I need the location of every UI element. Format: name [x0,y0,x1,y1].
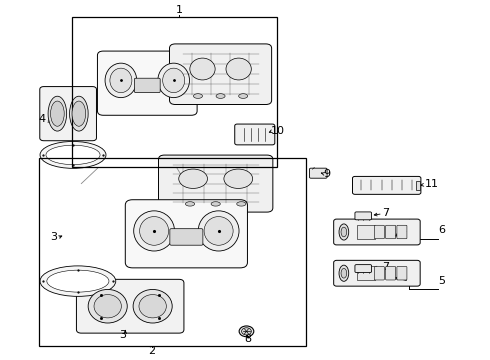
Bar [357,266,374,280]
Ellipse shape [239,94,247,98]
FancyBboxPatch shape [355,212,371,220]
FancyBboxPatch shape [125,200,247,268]
Ellipse shape [48,96,67,131]
Ellipse shape [163,68,185,93]
FancyBboxPatch shape [397,225,407,239]
Ellipse shape [190,58,215,80]
Ellipse shape [226,58,251,80]
FancyBboxPatch shape [386,266,395,280]
Ellipse shape [204,217,233,245]
Ellipse shape [198,211,239,251]
FancyBboxPatch shape [310,168,327,178]
Ellipse shape [88,289,127,323]
Ellipse shape [70,96,88,131]
Ellipse shape [194,94,202,98]
Bar [72,17,277,167]
Text: 5: 5 [438,276,445,286]
Text: 7: 7 [382,208,389,218]
Text: 11: 11 [425,179,439,189]
FancyBboxPatch shape [397,266,407,280]
Ellipse shape [339,224,349,240]
Text: 8: 8 [244,333,251,343]
Bar [357,225,374,239]
Bar [39,158,306,346]
Ellipse shape [50,101,64,126]
Ellipse shape [133,289,172,323]
FancyBboxPatch shape [170,44,271,104]
Ellipse shape [72,101,86,126]
Text: 3: 3 [120,330,126,340]
FancyBboxPatch shape [352,176,421,194]
FancyBboxPatch shape [235,124,275,145]
Ellipse shape [179,169,207,188]
Text: 6: 6 [438,225,445,235]
Ellipse shape [140,217,169,245]
Ellipse shape [237,202,246,206]
FancyBboxPatch shape [374,225,384,239]
Ellipse shape [341,269,347,278]
Ellipse shape [242,328,251,335]
Text: 7: 7 [382,262,389,272]
Bar [416,181,420,190]
Ellipse shape [40,266,116,296]
Ellipse shape [40,141,106,168]
FancyBboxPatch shape [355,265,371,273]
Text: 2: 2 [148,346,156,356]
FancyBboxPatch shape [334,260,420,286]
Text: 4: 4 [39,114,46,124]
Ellipse shape [134,211,174,251]
Ellipse shape [47,270,109,292]
Ellipse shape [216,94,225,98]
Ellipse shape [341,227,347,237]
Ellipse shape [158,63,190,98]
Ellipse shape [339,265,349,281]
Ellipse shape [46,145,100,165]
FancyBboxPatch shape [76,279,184,333]
FancyBboxPatch shape [98,51,197,115]
FancyBboxPatch shape [334,219,420,245]
Text: 9: 9 [323,168,330,179]
Text: 10: 10 [271,126,285,135]
Ellipse shape [185,202,195,206]
Ellipse shape [139,294,166,318]
FancyBboxPatch shape [159,155,273,212]
Ellipse shape [211,202,220,206]
Ellipse shape [94,294,122,318]
Ellipse shape [239,326,254,337]
Ellipse shape [110,68,132,93]
FancyBboxPatch shape [40,87,97,141]
Text: 1: 1 [175,5,183,15]
Ellipse shape [105,63,137,98]
FancyBboxPatch shape [374,266,384,280]
FancyBboxPatch shape [386,225,395,239]
FancyBboxPatch shape [170,229,203,245]
Ellipse shape [224,169,253,188]
Text: 3: 3 [50,232,57,242]
FancyBboxPatch shape [134,78,160,93]
